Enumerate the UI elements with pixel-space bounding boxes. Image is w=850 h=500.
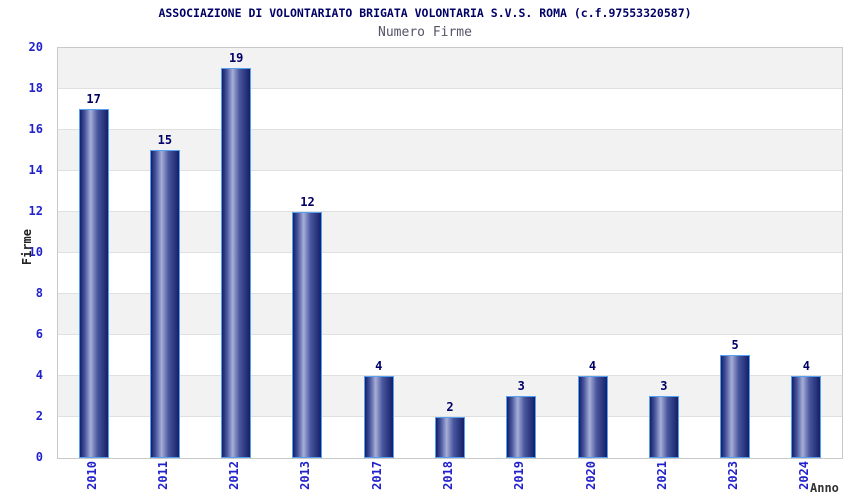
bar-value-label: 3 bbox=[660, 379, 668, 393]
gridline bbox=[58, 293, 842, 294]
y-axis: 0 2 4 6 8 10 12 14 16 18 20 bbox=[0, 40, 50, 464]
bar bbox=[292, 212, 323, 458]
plot-band bbox=[58, 171, 842, 212]
bar bbox=[149, 150, 180, 458]
bar-value-label: 12 bbox=[300, 195, 315, 209]
bar-value-label: 3 bbox=[517, 379, 525, 393]
chart-title: ASSOCIAZIONE DI VOLONTARIATO BRIGATA VOL… bbox=[158, 6, 692, 20]
x-tick-label: 2018 bbox=[441, 461, 455, 490]
y-tick-label: 8 bbox=[35, 286, 43, 300]
x-axis-title: Anno bbox=[810, 481, 839, 495]
y-tick-label: 10 bbox=[28, 245, 43, 259]
x-tick-label: 2012 bbox=[227, 461, 242, 490]
x-tick-label: 2011 bbox=[155, 461, 170, 490]
bar-value-label: 15 bbox=[157, 133, 173, 147]
bar bbox=[78, 109, 109, 458]
y-axis-title: Firme bbox=[20, 229, 34, 266]
gridline bbox=[58, 375, 842, 376]
x-tick-label: 2020 bbox=[583, 461, 598, 490]
x-tick-label: 2019 bbox=[512, 461, 527, 490]
plot-band bbox=[58, 253, 842, 294]
bar bbox=[791, 376, 822, 458]
x-tick-label: 2021 bbox=[654, 461, 669, 490]
plot-band bbox=[58, 294, 842, 335]
gridline bbox=[58, 416, 842, 417]
x-axis: 2010 2011 2012 2013 2017 2018 2019 2020 2021 2023… bbox=[57, 461, 841, 500]
plot-band bbox=[58, 48, 842, 89]
bar bbox=[577, 376, 608, 458]
gridline bbox=[58, 211, 842, 212]
y-tick-label: 6 bbox=[35, 327, 43, 341]
y-tick-label: 4 bbox=[35, 368, 43, 382]
y-tick-label: 12 bbox=[28, 204, 43, 218]
y-tick-label: 14 bbox=[28, 163, 43, 177]
y-tick-label: 20 bbox=[28, 40, 43, 54]
plot-band bbox=[58, 335, 842, 376]
bar bbox=[363, 376, 394, 458]
gridline bbox=[58, 88, 842, 89]
bar-value-label: 5 bbox=[731, 338, 739, 352]
bar-value-label: 4 bbox=[588, 359, 597, 373]
bar bbox=[221, 68, 252, 458]
bar bbox=[435, 417, 465, 458]
bar-value-label: 2 bbox=[446, 400, 454, 414]
x-tick-label: 2017 bbox=[369, 461, 384, 490]
bar-value-label: 19 bbox=[228, 51, 244, 65]
bar bbox=[720, 355, 751, 458]
bar bbox=[648, 396, 679, 458]
chart-subtitle: Numero Firme bbox=[378, 25, 472, 40]
y-tick-label: 16 bbox=[28, 122, 43, 136]
bar bbox=[506, 396, 537, 458]
plot-band bbox=[58, 212, 842, 253]
x-tick-label: 2010 bbox=[84, 461, 99, 490]
plot-band bbox=[58, 376, 842, 417]
bar-value-label: 4 bbox=[802, 359, 810, 373]
gridline bbox=[58, 129, 842, 130]
x-tick-label: 2023 bbox=[726, 461, 741, 490]
bar-value-label: 4 bbox=[375, 359, 383, 373]
plot-area: 17 15 19 12 4 2 3 4 3 5 4 bbox=[57, 47, 843, 459]
bar-value-label: 17 bbox=[86, 92, 101, 106]
y-tick-label: 2 bbox=[35, 409, 43, 423]
y-tick-label: 0 bbox=[35, 450, 43, 464]
y-tick-label: 18 bbox=[28, 81, 43, 95]
gridline bbox=[58, 252, 842, 253]
gridline bbox=[58, 334, 842, 335]
plot-band bbox=[58, 130, 842, 171]
x-tick-label: 2013 bbox=[298, 461, 313, 490]
gridline bbox=[58, 170, 842, 171]
plot-band bbox=[58, 89, 842, 130]
